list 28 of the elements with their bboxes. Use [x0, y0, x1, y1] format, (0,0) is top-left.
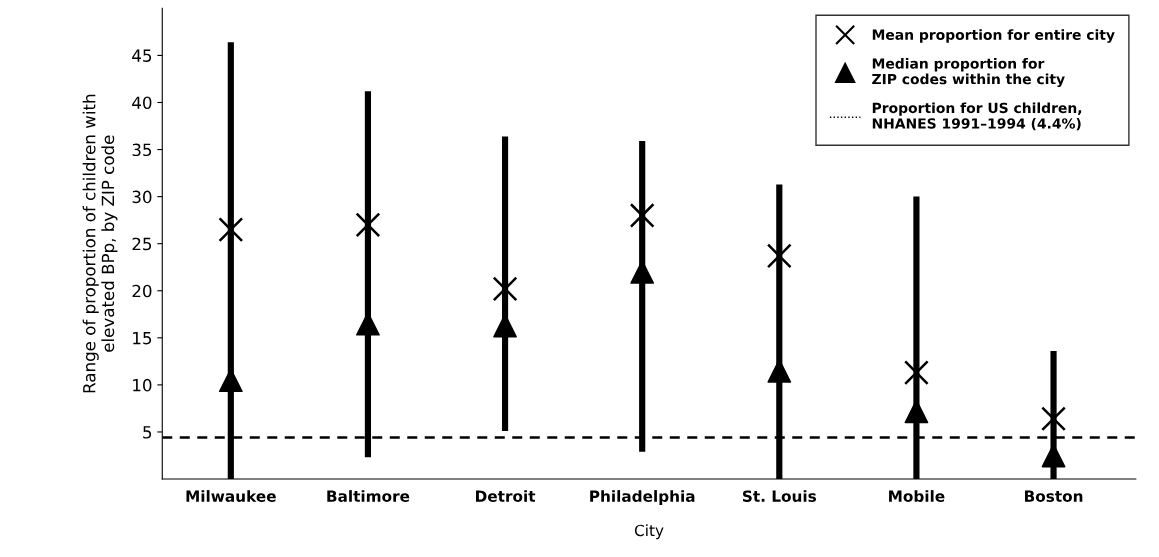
x-tick-label: Milwaukee — [186, 490, 276, 502]
y-axis-title: Range of proportion of children with elevated BPp, by ZIP code — [82, 94, 118, 393]
x-tick-label: Detroit — [476, 490, 536, 502]
legend-label: Mean proportion for entire city — [872, 29, 1115, 43]
point — [492, 276, 518, 302]
x-tick-label: Baltimore — [327, 490, 410, 502]
x-tick-label: Boston — [1025, 490, 1083, 502]
x-tick-label: Philadelphia — [590, 490, 695, 505]
point — [766, 243, 792, 269]
legend-label: Proportion for US children, NHANES 1991–1994 (4.4%) — [872, 102, 1082, 131]
x-tick-label: St. Louis — [742, 490, 817, 502]
y-tick-label: 35 — [132, 143, 152, 157]
y-tick-label: 40 — [132, 96, 152, 110]
point — [1041, 406, 1066, 432]
y-tick-label: 20 — [132, 284, 152, 298]
y-tick-label: 10 — [133, 378, 152, 392]
x-tick-label: Mobile — [889, 490, 945, 502]
y-tick-label: 30 — [132, 190, 152, 204]
legend-label: Median proportion for ZIP codes within the city — [872, 58, 1065, 88]
y-tick-label: 25 — [132, 237, 152, 251]
point — [629, 203, 655, 228]
y-tick-label: 45 — [132, 49, 152, 62]
point — [355, 212, 381, 238]
point — [218, 217, 244, 243]
y-tick-label: 15 — [133, 332, 152, 345]
x-axis-title: City — [634, 524, 664, 540]
point — [903, 360, 929, 386]
y-tick-label: 5 — [143, 426, 152, 439]
